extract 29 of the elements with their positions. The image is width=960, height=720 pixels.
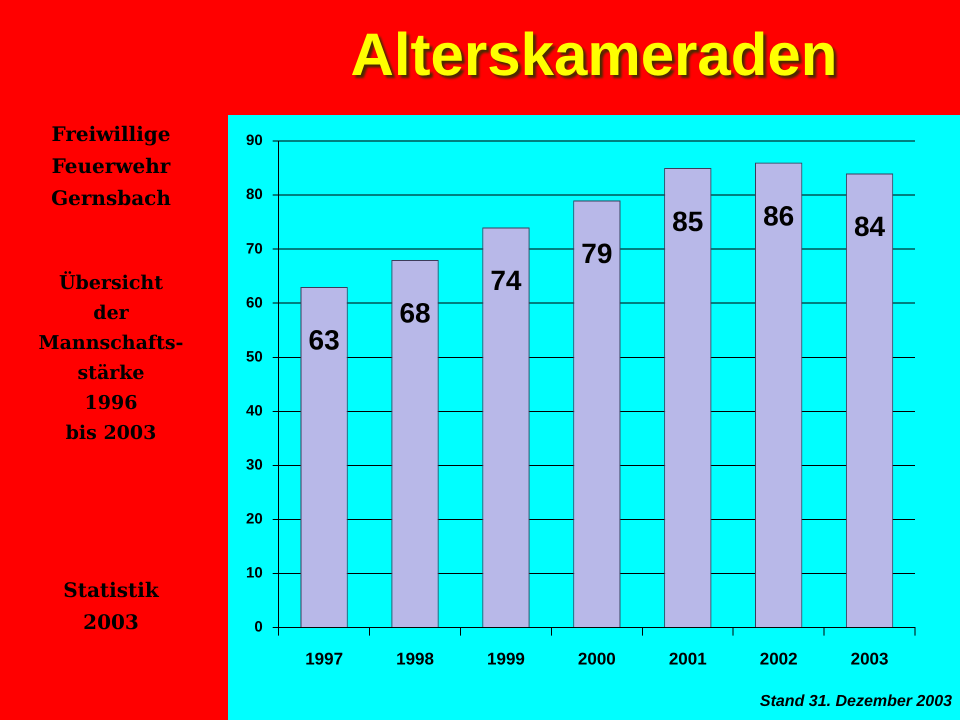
x-tick-label: 1999: [487, 649, 525, 668]
y-tick-label: 10: [246, 564, 263, 582]
y-tick-label: 0: [254, 618, 263, 636]
y-tick-label: 30: [246, 456, 263, 474]
data-label: 68: [399, 298, 431, 329]
y-tick-label: 80: [246, 186, 263, 204]
text: Freiwillige Feuerwehr Gernsbach: [50, 121, 172, 212]
text: Stand 31. Dezember 2003: [758, 692, 952, 712]
y-tick-label: 40: [246, 402, 263, 420]
y-tick-label: 70: [246, 240, 263, 258]
x-tick-label: 2002: [760, 649, 798, 668]
data-label: 85: [672, 206, 704, 237]
data-label: 63: [308, 324, 340, 356]
y-tick-label: 20: [246, 510, 263, 528]
y-tick-label: 50: [246, 348, 263, 366]
data-label: 86: [763, 200, 794, 232]
data-label: 74: [490, 265, 522, 296]
x-tick-label: 2001: [668, 649, 707, 668]
x-tick-label: 1998: [396, 649, 434, 668]
x-tick-label: 1997: [305, 649, 344, 668]
x-tick-label: 2003: [850, 649, 888, 668]
y-tick-label: 90: [246, 132, 263, 150]
chart-title: Alterskameraden: [350, 20, 838, 90]
text: Statistik 2003: [62, 577, 160, 636]
text: Übersicht der Mannschafts- stärke 1996 bis 2003: [38, 270, 184, 446]
y-tick-label: 60: [246, 294, 263, 312]
data-label: 84: [854, 211, 886, 242]
x-tick-label: 2000: [578, 649, 616, 668]
data-label: 79: [581, 238, 612, 270]
